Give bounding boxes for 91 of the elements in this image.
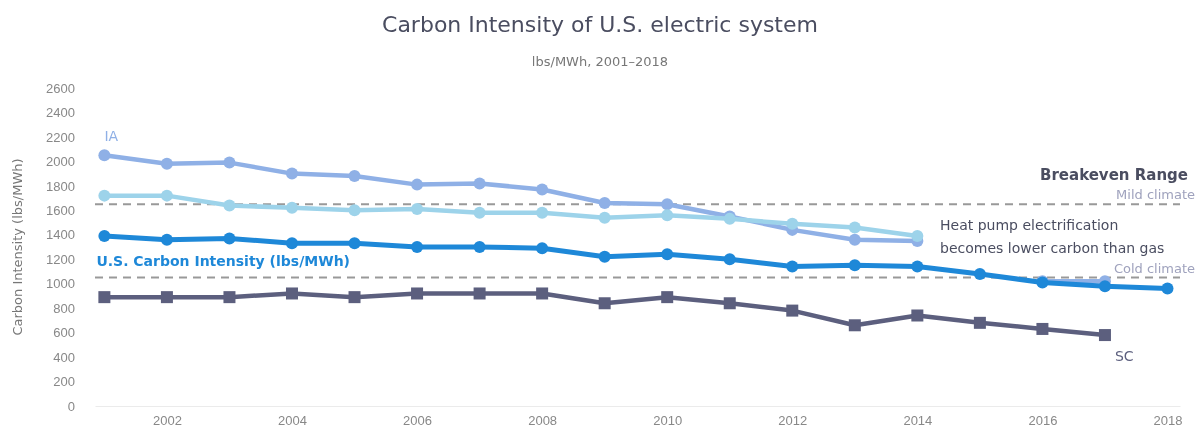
point [661,291,674,304]
x-tick-label: 2018 [1153,413,1183,429]
point [285,201,298,214]
point [223,199,236,212]
series-label: IA [104,128,119,145]
point [348,170,361,183]
point [536,242,549,255]
point [473,206,486,219]
y-tick-label: 1200 [46,251,75,267]
point [661,198,674,211]
point [285,237,298,250]
point [973,316,986,329]
ref-line-label: Cold climate [1113,260,1195,276]
point [536,183,549,196]
point [98,189,111,202]
point [723,297,736,310]
point [786,304,799,317]
x-tick-label: 2012 [778,413,808,429]
annotation: Breakeven Range [1040,166,1188,184]
point [473,287,486,300]
point [911,309,924,322]
point [598,211,611,224]
point [160,189,173,202]
point [411,241,424,253]
point [98,229,111,242]
series-label: SC [1114,348,1134,365]
point [98,149,111,162]
y-tick-label: 2400 [46,105,75,121]
x-tick-label: 2010 [653,413,683,429]
point [411,178,424,191]
point [473,177,486,190]
point [848,319,861,332]
point [348,237,361,250]
x-tick-label: 2008 [528,413,558,429]
point [848,221,861,234]
point [598,196,611,209]
point [598,297,611,310]
point [536,206,549,219]
point [723,253,736,266]
point [348,291,361,304]
point [160,291,173,304]
point [786,217,799,230]
y-tick-label: 1400 [46,227,75,243]
x-tick-label: 2004 [278,413,307,429]
y-tick-label: 2200 [46,129,75,145]
y-tick-label: 2600 [46,80,75,96]
series-label: U.S. Carbon Intensity (lbs/MWh) [96,252,351,269]
point [160,157,173,170]
point [973,267,986,280]
point [598,250,611,263]
point [285,287,298,300]
point [911,229,924,242]
point [411,203,424,216]
x-tick-label: 2014 [903,413,933,429]
annotation: Heat pump electrification becomes lower carbon than gas [940,217,1165,256]
y-tick-label: 800 [53,300,75,316]
y-tick-label: 1000 [46,276,75,292]
point [848,233,861,246]
ref-line-label: Mild climate [1116,187,1195,203]
point [411,287,424,300]
y-tick-label: 400 [53,349,75,365]
point [348,204,361,217]
point [473,241,486,253]
x-tick-label: 2002 [152,413,182,429]
point [1036,322,1049,335]
point [160,233,173,246]
point [661,248,674,261]
chart-subtitle: lbs/MWh, 2001–2018 [531,54,669,69]
point [911,260,924,273]
point [285,167,298,180]
point [661,209,674,222]
y-tick-label: 1800 [46,178,75,194]
y-tick-label: 200 [53,374,75,390]
point [223,291,236,304]
point [98,291,111,304]
x-tick-label: 2016 [1028,413,1058,429]
point [848,259,861,272]
y-tick-label: 2000 [46,154,75,170]
point [1161,282,1174,295]
point [223,156,236,169]
y-axis-title: Carbon Intensity (lbs/MWh) [10,158,25,336]
point [1098,329,1111,342]
point [223,232,236,245]
y-tick-label: 600 [53,325,75,341]
point [536,287,549,300]
point [786,260,799,273]
y-tick-label: 1600 [46,202,75,218]
chart-title: Carbon Intensity of U.S. electric system [382,12,818,37]
x-tick-label: 2006 [403,413,433,429]
y-tick-label: 0 [67,398,75,414]
point [1098,280,1111,293]
